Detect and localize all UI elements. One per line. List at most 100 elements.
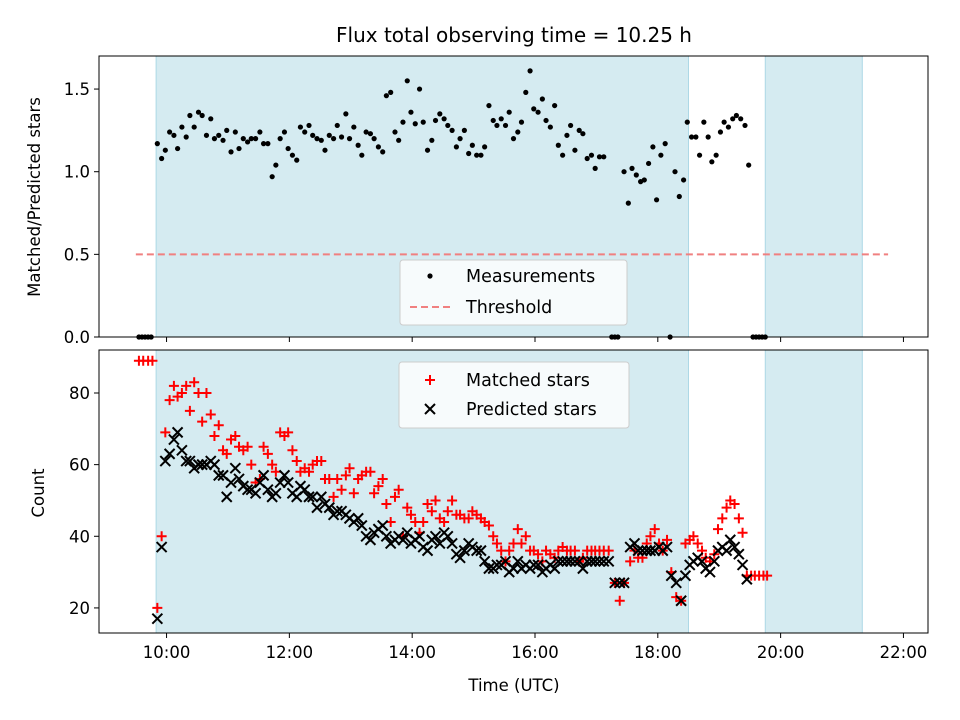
- matched-star-point: [270, 466, 281, 477]
- measurement-point: [486, 102, 492, 109]
- predicted-star-point: [159, 455, 172, 467]
- matched-star-point: [516, 538, 527, 549]
- measurement-point: [629, 165, 635, 171]
- measurement-point: [621, 169, 627, 175]
- predicted-star-point: [323, 501, 335, 514]
- measurement-point: [662, 141, 668, 147]
- matched-star-point: [230, 430, 241, 441]
- measurement-point: [424, 147, 431, 153]
- measurement-point: [314, 136, 320, 142]
- measurement-point: [289, 152, 296, 158]
- measurement-point: [351, 124, 357, 130]
- matched-star-point: [377, 473, 388, 484]
- measurement-point: [539, 96, 545, 102]
- predicted-star-point: [532, 559, 544, 571]
- measurement-point: [167, 129, 173, 135]
- bot-y-tick-label: 60: [69, 456, 90, 475]
- predicted-star-point: [233, 473, 245, 485]
- top-plot-marks: [135, 68, 889, 340]
- legend-label-predicted: Predicted stars: [466, 400, 597, 420]
- measurement-point: [236, 145, 242, 152]
- measurement-point: [322, 147, 328, 153]
- predicted-star-point: [306, 491, 319, 503]
- matched-star-point: [442, 506, 453, 517]
- chart-title: Flux total observing time = 10.25 h: [336, 23, 692, 47]
- x-tick-label: 16:00: [511, 643, 559, 662]
- measurement-point: [588, 152, 595, 158]
- matched-star-point: [213, 420, 224, 431]
- x-tick-label: 20:00: [757, 643, 805, 662]
- measurement-point: [667, 334, 673, 340]
- x-tick-label: 12:00: [266, 643, 314, 662]
- predicted-star-point: [670, 577, 682, 589]
- predicted-star-point: [311, 501, 323, 514]
- measurement-point: [367, 131, 374, 137]
- measurement-point: [645, 160, 652, 167]
- predicted-star-point: [282, 476, 294, 489]
- legend-label-threshold: Threshold: [465, 298, 552, 318]
- matched-star-point: [262, 448, 273, 459]
- predicted-star-point: [380, 530, 393, 542]
- predicted-star-point: [661, 541, 673, 553]
- matched-star-point: [389, 491, 400, 502]
- matched-star-point: [340, 470, 351, 481]
- measurement-point: [469, 142, 475, 148]
- measurement-point: [552, 102, 558, 109]
- matched-star-point: [692, 538, 703, 549]
- measurement-point: [461, 127, 467, 133]
- measurement-point: [633, 172, 639, 178]
- bot-y-tick-label: 40: [69, 527, 90, 546]
- predicted-star-point: [728, 541, 741, 553]
- predicted-star-point: [609, 577, 621, 589]
- matched-star-point: [267, 459, 278, 470]
- measurement-point: [713, 152, 719, 158]
- bot-shade-region-1: [764, 349, 863, 634]
- matched-star-point: [645, 531, 656, 542]
- matched-star-point: [316, 456, 327, 467]
- measurement-point: [742, 122, 748, 129]
- measurement-point: [400, 119, 406, 125]
- legend-marker-matched: [425, 375, 435, 385]
- matched-star-point: [304, 466, 315, 477]
- matched-star-point: [405, 509, 416, 520]
- measurement-point: [183, 134, 189, 140]
- measurement-point: [392, 129, 398, 135]
- matched-star-point: [242, 441, 253, 452]
- predicted-star-point: [225, 476, 237, 489]
- matched-star-point: [152, 602, 163, 613]
- predicted-star-point: [618, 577, 630, 589]
- measurement-point: [650, 144, 656, 150]
- measurement-point: [762, 334, 768, 340]
- predicted-star-point: [483, 562, 495, 575]
- measurement-point: [560, 152, 566, 158]
- measurement-point: [371, 136, 377, 142]
- measurement-point: [547, 124, 553, 130]
- matched-star-point: [603, 545, 614, 556]
- predicted-star-point: [213, 469, 225, 482]
- measurement-point: [730, 116, 736, 122]
- measurement-point: [466, 150, 472, 157]
- measurement-point: [733, 112, 740, 119]
- measurement-point: [232, 129, 238, 135]
- top-shade-region-1: [764, 55, 863, 338]
- bottom-legend: Matched stars Predicted stars: [398, 361, 630, 429]
- measurement-point: [543, 117, 549, 124]
- predicted-star-point: [151, 612, 164, 625]
- measurement-point: [429, 137, 435, 143]
- matched-star-point: [649, 524, 660, 535]
- predicted-star-point: [614, 577, 626, 589]
- matched-star-point: [402, 502, 413, 513]
- top-y-tick-label: 0.5: [64, 245, 90, 264]
- matched-star-point: [762, 570, 773, 581]
- measurement-point: [248, 136, 254, 142]
- x-tick-label: 14:00: [388, 643, 436, 662]
- predicted-star-point: [421, 544, 434, 557]
- matched-star-point: [176, 387, 187, 398]
- bottom-axis-frame: [98, 349, 929, 634]
- predicted-star-point: [229, 462, 242, 474]
- matched-star-point: [291, 456, 302, 467]
- matched-star-point: [504, 545, 515, 556]
- measurement-point: [195, 109, 202, 115]
- measurement-point: [257, 129, 263, 135]
